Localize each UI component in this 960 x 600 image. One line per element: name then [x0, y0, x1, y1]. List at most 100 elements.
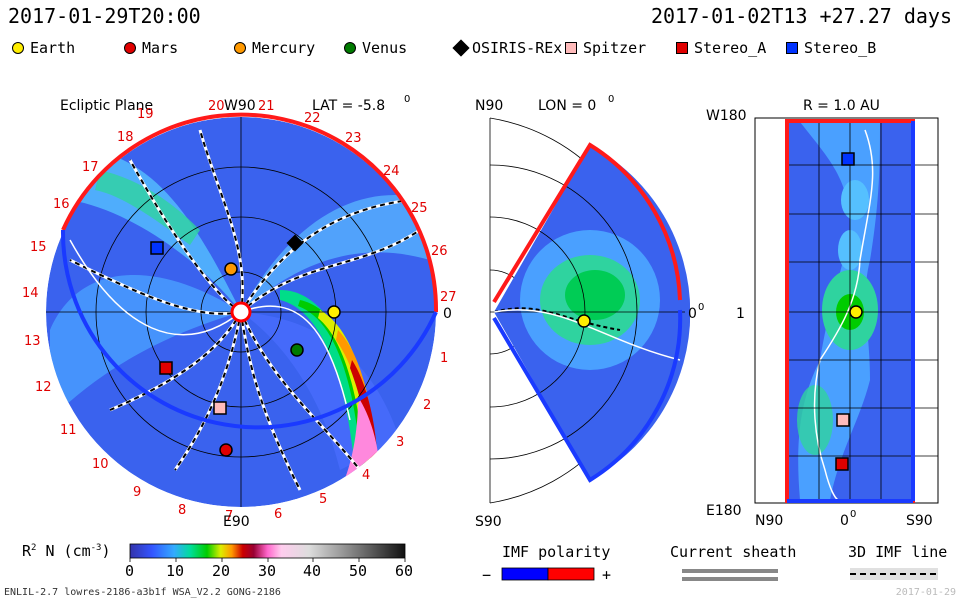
sun-icon: [230, 301, 252, 323]
svg-text:5: 5: [319, 492, 327, 507]
svg-text:27: 27: [440, 290, 457, 305]
mercury-marker-icon: [234, 42, 246, 54]
imf-positive-swatch: [547, 567, 595, 581]
radial-x-mid-deg: 0: [850, 509, 856, 520]
colorbar-tick-20: 20: [212, 562, 231, 580]
radial-mid-label: 1: [736, 306, 745, 322]
colorbar-tick-50: 50: [349, 562, 368, 580]
legend-mercury: Mercury: [252, 39, 316, 57]
meridional-top-label: N90: [475, 98, 503, 114]
svg-text:11: 11: [60, 423, 77, 438]
radial-stereo-b-marker: [841, 152, 855, 166]
svg-text:4: 4: [362, 468, 370, 483]
colorbar: [129, 543, 406, 559]
svg-text:16: 16: [53, 197, 70, 212]
spitzer-marker-icon: [565, 42, 577, 54]
ecliptic-boundary-positive: [61, 112, 439, 313]
svg-text:1: 1: [440, 351, 448, 366]
legend-stereo-a: Stereo_A: [694, 39, 767, 57]
imf-plus-label: +: [602, 566, 612, 584]
ecliptic-rotation-numbers: 19 20 21 22 23 24 25 26 27 1 2 3 4 5 6 7…: [22, 99, 457, 524]
svg-text:15: 15: [30, 240, 47, 255]
stereo-a-marker-icon: [676, 42, 688, 54]
radial-x-left: N90: [755, 513, 783, 529]
ecliptic-lat: LAT = -5.8: [312, 98, 385, 114]
legend-venus: Venus: [362, 39, 408, 57]
meridional-boundary-positive: [492, 142, 682, 304]
ecliptic-stereo-a-marker: [159, 361, 173, 375]
colorbar-tick-30: 30: [258, 562, 277, 580]
colorbar-ticks: [129, 558, 406, 562]
svg-text:21: 21: [258, 99, 275, 114]
ecliptic-stereo-b-marker: [150, 241, 164, 255]
imf-polarity-title: IMF polarity: [502, 543, 611, 561]
svg-text:23: 23: [345, 131, 362, 146]
earth-marker-icon: [12, 42, 24, 54]
radial-top-label: W180: [706, 108, 747, 124]
svg-text:6: 6: [274, 507, 282, 522]
svg-text:19: 19: [137, 107, 154, 122]
ecliptic-bottom-label: E90: [223, 514, 250, 530]
legend-mars: Mars: [142, 39, 179, 57]
mars-marker-icon: [124, 42, 136, 54]
svg-text:3: 3: [396, 435, 404, 450]
svg-text:26: 26: [431, 244, 448, 259]
svg-text:20: 20: [208, 99, 225, 114]
svg-text:24: 24: [383, 164, 400, 179]
legend-earth: Earth: [30, 39, 76, 57]
radial-stereo-a-marker: [835, 457, 849, 471]
ecliptic-zero-label: 0: [443, 306, 452, 322]
radial-density-map: [754, 117, 939, 504]
stereo-b-marker-icon: [786, 42, 798, 54]
radial-earth-marker: [849, 305, 863, 319]
footer-date: 2017-01-29: [895, 587, 956, 598]
svg-text:10: 10: [92, 457, 109, 472]
meridional-earth-marker: [577, 314, 591, 328]
imf-negative-swatch: [501, 567, 549, 581]
meridional-lon: LON = 0: [538, 98, 596, 114]
ecliptic-mercury-marker: [224, 262, 238, 276]
current-sheath-title: Current sheath: [670, 543, 797, 561]
right-timestamp: 2017-01-02T13 +27.27 days: [650, 4, 952, 28]
colorbar-tick-60: 60: [395, 562, 414, 580]
ecliptic-mars-marker: [219, 443, 233, 457]
imf-line-title: 3D IMF line: [848, 543, 948, 561]
svg-text:14: 14: [22, 286, 39, 301]
ecliptic-osiris-rex-marker: [286, 234, 304, 252]
legend-stereo-b: Stereo_B: [804, 39, 877, 57]
meridional-lon-deg: 0: [608, 94, 614, 105]
current-sheath-swatch: [682, 569, 778, 581]
radial-bottom-label: E180: [706, 503, 742, 519]
svg-text:25: 25: [411, 201, 428, 216]
radial-x-right: S90: [906, 513, 933, 529]
ecliptic-venus-marker: [290, 343, 304, 357]
ecliptic-boundary-negative: [60, 229, 438, 430]
radial-x-mid: 0: [840, 513, 849, 529]
radial-title: R = 1.0 AU: [803, 98, 880, 114]
colorbar-tick-10: 10: [166, 562, 185, 580]
legend-spitzer: Spitzer: [583, 39, 647, 57]
colorbar-tick-40: 40: [303, 562, 322, 580]
meridional-density-map: [494, 145, 690, 480]
meridional-zero-label: 0: [688, 306, 697, 322]
svg-text:17: 17: [82, 160, 99, 175]
svg-text:2: 2: [423, 398, 431, 413]
legend-osiris-rex: OSIRIS-REx: [472, 39, 563, 57]
svg-text:7: 7: [225, 509, 233, 524]
svg-text:8: 8: [178, 503, 186, 518]
imf-line-swatch: [850, 568, 938, 580]
colorbar-tick-0: 0: [125, 562, 135, 580]
svg-text:13: 13: [24, 334, 41, 349]
radial-spitzer-marker: [836, 413, 850, 427]
svg-text:22: 22: [304, 111, 321, 126]
imf-minus-label: −: [482, 566, 492, 584]
meridional-zero-deg: 0: [698, 302, 704, 313]
venus-marker-icon: [344, 42, 356, 54]
left-timestamp: 2017-01-29T20:00: [8, 4, 201, 28]
meridional-boundary-negative: [492, 309, 683, 483]
colorbar-label: R2 N (cm-3): [22, 542, 111, 560]
svg-text:18: 18: [117, 130, 134, 145]
svg-text:12: 12: [35, 380, 52, 395]
svg-text:9: 9: [133, 485, 141, 500]
